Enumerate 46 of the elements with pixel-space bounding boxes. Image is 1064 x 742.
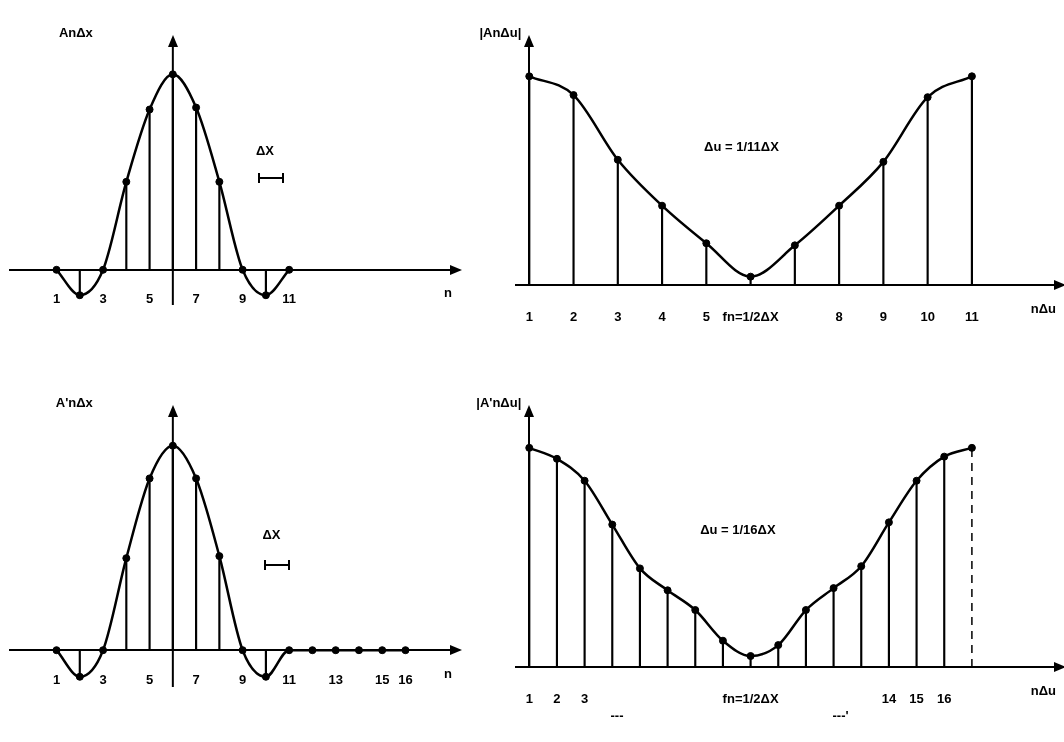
x-axis-title: nΔu	[1030, 682, 1057, 698]
x-tick-label: 9	[879, 308, 887, 324]
x-tick-label: 8	[835, 308, 843, 324]
x-tick-label: 1	[52, 291, 61, 307]
y-axis-title: |AnΔu|	[479, 24, 522, 40]
x-tick-label: 11	[282, 291, 297, 307]
x-axis-title: nΔu	[1030, 300, 1057, 316]
x-tick-label: 3	[614, 308, 622, 324]
x-tick-label: 7	[192, 291, 200, 307]
x-tick-label: 9	[239, 291, 247, 307]
x-tick-label: fn=1/2ΔX	[722, 690, 779, 706]
x-tick-label: 7	[192, 671, 200, 687]
x-tick-label: 1	[525, 308, 533, 324]
x-tick-label: 15	[909, 690, 924, 706]
x-tick-label: 5	[145, 671, 154, 687]
x-tick-label: 14	[881, 690, 897, 706]
x-tick-label: 11	[282, 671, 297, 687]
x-tick-label: 2	[569, 308, 578, 324]
x-tick-label: 2	[553, 690, 561, 706]
text: ---	[610, 707, 624, 723]
x-tick-label: 13	[328, 671, 343, 687]
x-tick-label: 16	[937, 690, 952, 706]
y-axis-title: AnΔx	[58, 24, 94, 40]
y-axis-title: A'nΔx	[55, 394, 94, 410]
x-tick-label: 3	[99, 291, 107, 307]
x-tick-label: 9	[239, 671, 247, 687]
x-tick-label: 1	[52, 671, 61, 687]
x-axis-title: n	[444, 285, 453, 301]
x-tick-label: fn=1/2ΔX	[722, 308, 779, 324]
x-tick-label: 11	[965, 308, 979, 324]
x-tick-label: 16	[398, 671, 413, 687]
x-tick-label: 4	[658, 308, 667, 324]
x-tick-label: 5	[145, 291, 154, 307]
x-tick-label: 3	[99, 671, 107, 687]
x-tick-label: 15	[374, 671, 390, 687]
annotation: ΔX	[262, 527, 281, 543]
x-tick-label: 5	[702, 308, 710, 324]
annotation: Δu = 1/16ΔX	[700, 521, 776, 537]
x-tick-label: 10	[920, 308, 935, 324]
annotation: Δu = 1/11ΔX	[704, 139, 780, 155]
x-tick-label: 3	[580, 690, 589, 706]
x-axis-title: n	[444, 665, 453, 681]
text: ---'	[832, 707, 849, 723]
x-tick-label: 1	[525, 690, 533, 706]
y-axis-title: |A'nΔu|	[476, 394, 522, 410]
annotation: ΔX	[255, 142, 275, 158]
